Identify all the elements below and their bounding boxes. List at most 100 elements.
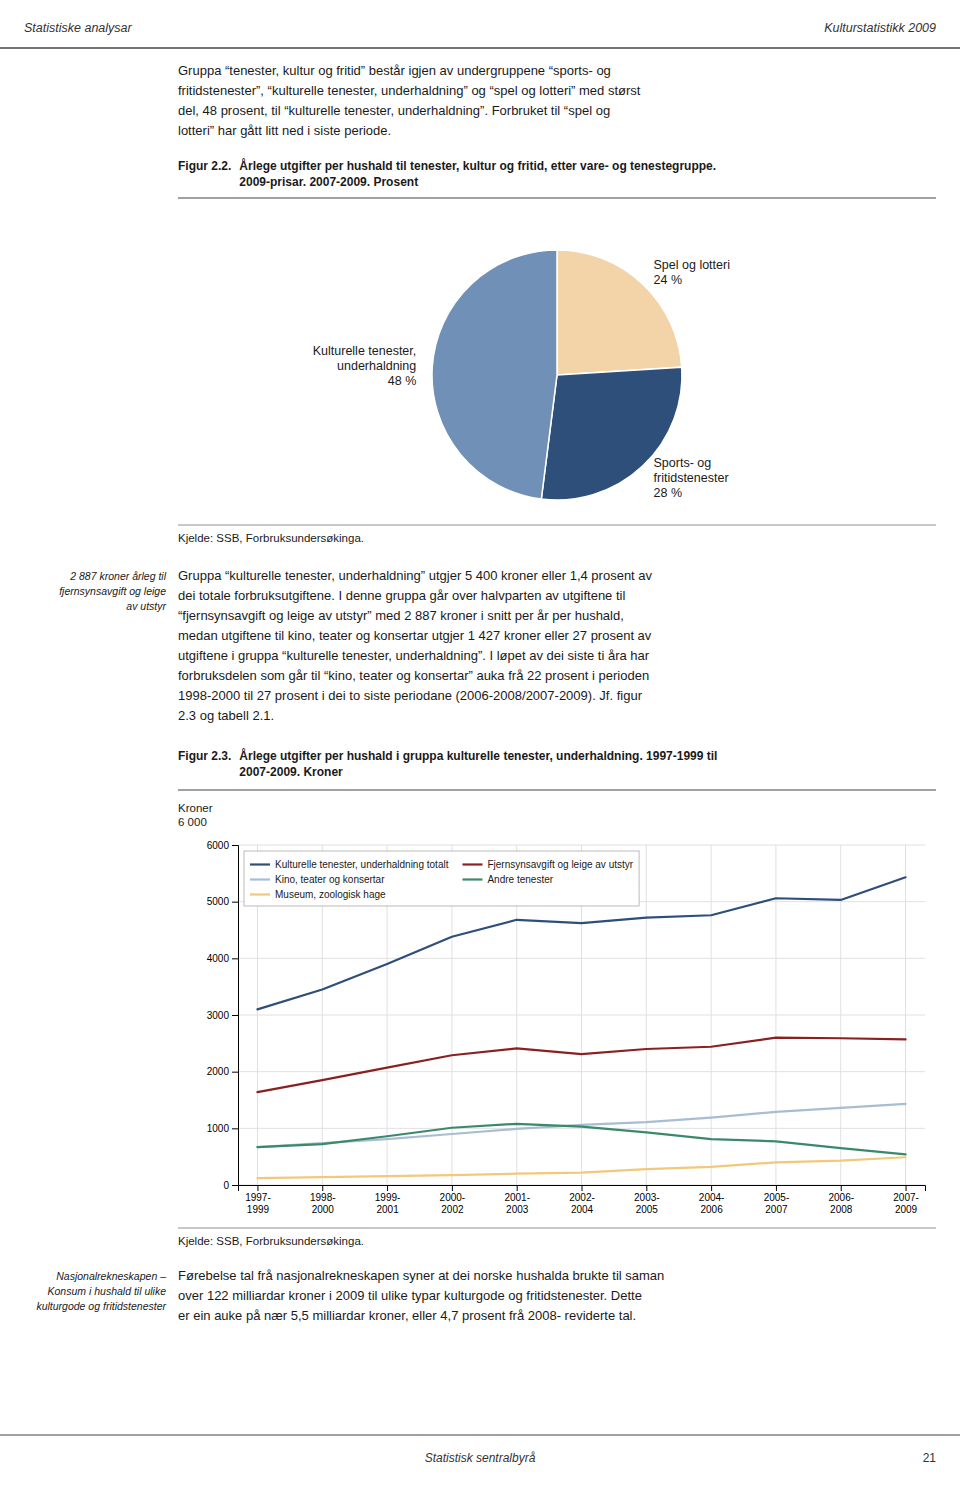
text-line: 2005	[636, 1204, 659, 1215]
text-line: kulturgode og fritidstenester	[36, 1300, 166, 1312]
legend-swatch	[250, 863, 270, 865]
tick-label: 2003-2005	[634, 1192, 660, 1215]
text-line: 2000-	[440, 1192, 466, 1203]
text-line: 2008	[830, 1204, 853, 1215]
text-line: Sports- og	[654, 456, 712, 470]
text-line: “fjernsynsavgift og leige av utstyr” med…	[178, 608, 624, 623]
text-line: utgiftene i gruppa “kulturelle tenester,…	[178, 648, 650, 663]
rule	[0, 47, 960, 48]
tick-mark	[232, 1072, 238, 1073]
tick-mark	[232, 902, 238, 903]
text-line: fjernsynsavgift og leige	[59, 585, 166, 597]
tick-mark	[232, 845, 238, 846]
legend-item: Fjernsynsavgift og leige av utstyr	[462, 859, 633, 870]
legend-frame	[244, 851, 639, 906]
legend-label: Kino, teater og konsertar	[275, 874, 385, 885]
body-text: Førebelse tal frå nasjonalrekneskapen sy…	[178, 1268, 664, 1323]
tick-label: 1997-1999	[245, 1192, 271, 1215]
text-line: 2007-2009. Kroner	[239, 765, 343, 779]
text-line: 1997-	[245, 1192, 271, 1203]
page: Statistiske analysarKulturstatistikk 200…	[0, 0, 960, 1489]
text-line: 2001-	[504, 1192, 530, 1203]
header-right: Kulturstatistikk 2009	[824, 21, 936, 35]
tick-mark	[582, 1185, 583, 1191]
tick: 1999-2001	[375, 1185, 401, 1215]
tick-mark	[322, 1185, 323, 1191]
text-line: Kjelde: SSB, Forbruksundersøkinga.	[178, 532, 364, 544]
tick: 3000	[207, 1010, 238, 1021]
tick: 6000	[207, 840, 238, 851]
tick-mark	[452, 1185, 453, 1191]
tick: 2005-2007	[764, 1185, 790, 1215]
text-line: fritidstenester	[654, 471, 729, 485]
tick-mark	[776, 1185, 777, 1191]
text-line: 2006-	[828, 1192, 854, 1203]
series-line	[257, 1124, 905, 1155]
tick: 2001-2003	[504, 1185, 530, 1215]
text-line: er ein auke på nær 5,5 milliardar kroner…	[178, 1308, 636, 1323]
tick-mark	[517, 1185, 518, 1191]
rule	[178, 789, 936, 790]
legend-item: Kino, teater og konsertar	[250, 874, 385, 885]
tick-label: 1000	[207, 1123, 230, 1134]
text-line: 1999-	[375, 1192, 401, 1203]
text-line: 2005-	[764, 1192, 790, 1203]
body-text: Gruppa “tenester, kultur og fritid” best…	[178, 63, 641, 138]
text-line: Figur 2.2.	[178, 159, 231, 173]
pie-slice	[432, 250, 557, 499]
source-note: Kjelde: SSB, Forbruksundersøkinga.	[178, 532, 364, 544]
text-line: del, 48 prosent, til “kulturelle teneste…	[178, 103, 610, 118]
rule	[178, 525, 936, 526]
line-chart: Kroner6 00001000200030004000500060001997…	[178, 802, 926, 1215]
legend-swatch	[250, 878, 270, 880]
text-line: Konsum i hushald til ulike	[48, 1285, 167, 1297]
chart-title: Årlege utgifter per hushald til tenester…	[239, 158, 716, 189]
y-axis: 0100020003000400050006000	[207, 840, 239, 1191]
tick: 2000-2002	[440, 1185, 466, 1215]
body-text: Gruppa “kulturelle tenester, underhaldni…	[178, 568, 653, 723]
tick: 4000	[207, 953, 238, 964]
tick: 2004-2006	[699, 1185, 725, 1215]
tick-label: 2005-2007	[764, 1192, 790, 1215]
text-line: Årlege utgifter per hushald til tenester…	[239, 158, 716, 173]
slice-label: Spel og lotteri	[654, 258, 730, 272]
tick: 2006-2008	[828, 1185, 854, 1215]
text-line: underhaldning	[337, 359, 416, 373]
plot-area	[257, 877, 905, 1178]
slice-label: Kulturelle tenester,underhaldning	[313, 344, 417, 373]
legend-label: Kulturelle tenester, underhaldning total…	[275, 859, 449, 870]
text-line: 48 %	[388, 374, 417, 388]
series-line	[257, 1038, 905, 1092]
tick: 0	[223, 1180, 238, 1191]
text-line: Kroner	[178, 802, 213, 814]
text-line: Nasjonalrekneskapen –	[56, 1270, 166, 1282]
data-label: 24 %	[654, 273, 683, 287]
rule	[0, 1434, 960, 1435]
legend-item: Andre tenester	[462, 874, 553, 885]
text-line: 2004	[571, 1204, 594, 1215]
text-line: 1998-	[310, 1192, 336, 1203]
tick-mark	[232, 1185, 238, 1186]
grid-line	[711, 845, 712, 1185]
tick: 2003-2005	[634, 1185, 660, 1215]
tick-mark	[906, 1185, 907, 1191]
text-line: 2003	[506, 1204, 529, 1215]
text-line: Spel og lotteri	[654, 258, 730, 272]
tick-label: 1998-2000	[310, 1192, 336, 1215]
legend-swatch	[250, 893, 270, 895]
figure-label: Figur 2.3.	[178, 749, 231, 763]
text-line: 2006	[700, 1204, 723, 1215]
text-line: 21	[923, 1451, 937, 1465]
text-line: Kjelde: SSB, Forbruksundersøkinga.	[178, 1235, 364, 1247]
tick: 1998-2000	[310, 1185, 336, 1215]
data-label: 28 %	[654, 486, 683, 500]
tick-label: 2004-2006	[699, 1192, 725, 1215]
figure-label: Figur 2.2.	[178, 159, 231, 173]
text-line: av utstyr	[126, 600, 166, 612]
page-number: 21	[923, 1451, 937, 1465]
tick-label: 4000	[207, 953, 230, 964]
sidebar-text: 2 887 kroner årleg tilfjernsynsavgift og…	[59, 570, 166, 612]
legend-swatch	[462, 878, 482, 880]
grid-line	[905, 845, 906, 1185]
text-line: Førebelse tal frå nasjonalrekneskapen sy…	[178, 1268, 664, 1283]
